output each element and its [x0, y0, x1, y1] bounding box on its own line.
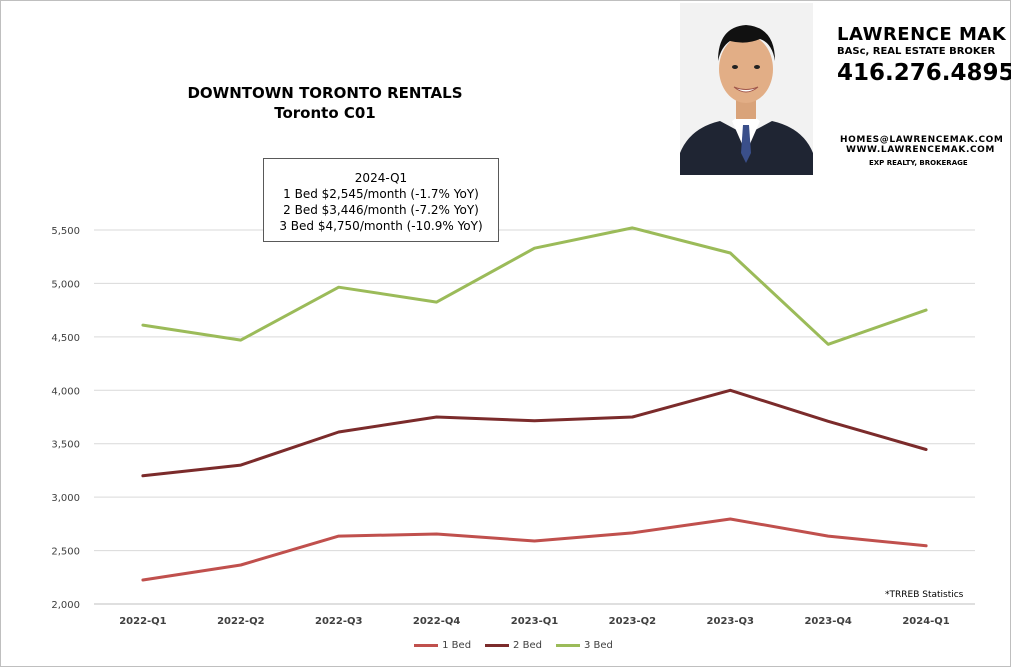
legend-item-1-bed: 1 Bed — [414, 640, 471, 651]
x-tick-label: 2024-Q1 — [902, 616, 949, 627]
y-tick-label: 5,000 — [51, 279, 80, 290]
callout-line-1-bed: 1 Bed $2,545/month (-1.7% YoY) — [283, 187, 479, 201]
agent-name: LAWRENCE MAK — [837, 24, 1007, 45]
series-line-1-bed — [141, 517, 928, 582]
legend-swatch-3-bed — [555, 644, 580, 647]
callout-line-2-bed: 2 Bed $3,446/month (-7.2% YoY) — [283, 203, 479, 217]
x-tick-label: 2023-Q2 — [609, 616, 656, 627]
series-line-3-bed — [141, 226, 928, 346]
chart-legend: 1 Bed 2 Bed 3 Bed — [0, 640, 1011, 651]
x-tick-label: 2022-Q1 — [119, 616, 166, 627]
legend-swatch-1-bed — [414, 644, 439, 647]
y-tick-label: 2,500 — [51, 547, 80, 558]
agent-brokerage: EXP REALTY, BROKERAGE — [869, 159, 968, 167]
y-tick-label: 3,000 — [51, 493, 80, 504]
x-tick-label: 2023-Q4 — [804, 616, 851, 627]
chart-title: DOWNTOWN TORONTO RENTALS — [187, 84, 463, 102]
agent-credentials: BASc, REAL ESTATE BROKER — [837, 46, 996, 57]
chart-title-block: DOWNTOWN TORONTO RENTALS Toronto C01 — [160, 84, 490, 124]
x-tick-label: 2023-Q1 — [511, 616, 558, 627]
legend-item-2-bed: 2 Bed — [485, 640, 542, 651]
y-tick-label: 5,500 — [51, 226, 80, 237]
y-tick-label: 2,000 — [51, 600, 80, 611]
legend-label-3-bed: 3 Bed — [583, 640, 613, 651]
callout-line-3-bed: 3 Bed $4,750/month (-10.9% YoY) — [279, 219, 483, 233]
y-tick-label: 3,500 — [51, 440, 80, 451]
x-tick-label: 2023-Q3 — [707, 616, 754, 627]
series-line-2-bed — [141, 388, 928, 478]
legend-label-2-bed: 2 Bed — [513, 640, 542, 651]
legend-swatch-2-bed — [485, 644, 510, 647]
x-tick-label: 2022-Q2 — [217, 616, 264, 627]
agent-website: WWW.LAWRENCEMAK.COM — [846, 145, 995, 155]
callout-title: 2024-Q1 — [354, 171, 408, 185]
legend-item-3-bed: 3 Bed — [555, 640, 613, 651]
y-tick-label: 4,000 — [51, 386, 80, 397]
agent-phone: 416.276.4895 — [837, 60, 1011, 86]
agent-photo — [680, 3, 813, 175]
y-tick-label: 4,500 — [51, 333, 80, 344]
legend-label-1-bed: 1 Bed — [442, 640, 472, 651]
source-note: *TRREB Statistics — [885, 590, 964, 600]
latest-quarter-callout: 2024-Q1 1 Bed $2,545/month (-1.7% YoY) 2… — [263, 158, 499, 242]
chart-subtitle: Toronto C01 — [274, 104, 376, 122]
x-tick-label: 2022-Q3 — [315, 616, 362, 627]
agent-email: HOMES@LAWRENCEMAK.COM — [840, 135, 1004, 145]
x-tick-label: 2022-Q4 — [413, 616, 460, 627]
